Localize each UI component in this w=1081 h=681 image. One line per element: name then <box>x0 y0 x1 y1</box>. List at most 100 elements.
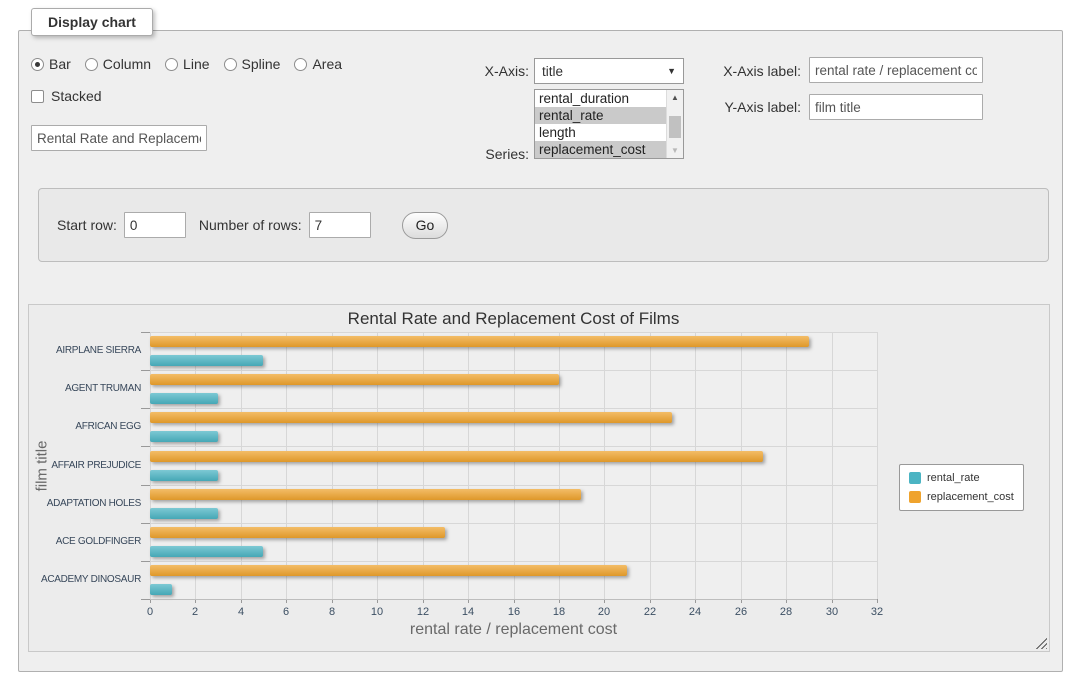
gridline-horizontal <box>150 523 877 524</box>
chart-container: Rental Rate and Replacement Cost of Film… <box>28 304 1050 652</box>
gridline-vertical <box>332 332 333 599</box>
x-tick-label: 28 <box>771 606 801 618</box>
gridline-vertical <box>604 332 605 599</box>
chart-title-input[interactable] <box>31 125 207 151</box>
page: Display chart Bar Column Line Spline Area St… <box>0 0 1081 681</box>
scrollbar-thumb[interactable] <box>669 116 681 138</box>
stacked-checkbox[interactable] <box>31 90 44 103</box>
y-tick <box>141 561 150 562</box>
gridline-vertical <box>423 332 424 599</box>
radio-icon[interactable] <box>224 58 237 71</box>
gridline-horizontal <box>150 370 877 371</box>
x-tick-label: 20 <box>589 606 619 618</box>
stacked-checkbox-row[interactable]: Stacked <box>31 88 102 104</box>
y-axis-label-input[interactable] <box>809 94 983 120</box>
bar-rental_rate <box>150 355 263 366</box>
y-tick <box>141 408 150 409</box>
bar-rental_rate <box>150 393 218 404</box>
bar-rental_rate <box>150 584 172 595</box>
num-rows-label: Number of rows: <box>199 217 302 233</box>
radio-icon[interactable] <box>294 58 307 71</box>
series-label: Series: <box>419 146 529 162</box>
y-tick <box>141 370 150 371</box>
bar-rental_rate <box>150 546 263 557</box>
start-row-label: Start row: <box>57 217 117 233</box>
y-tick <box>141 599 150 600</box>
series-option-rental_rate[interactable]: rental_rate <box>535 107 666 124</box>
bar-replacement_cost <box>150 374 559 385</box>
x-tick-label: 10 <box>362 606 392 618</box>
gridline-vertical <box>468 332 469 599</box>
series-options: rental_durationrental_ratelengthreplacem… <box>535 90 666 158</box>
y-tick <box>141 332 150 333</box>
bar-replacement_cost <box>150 412 672 423</box>
display-chart-panel: Display chart BarColumnLineSplineArea St… <box>18 30 1063 672</box>
gridline-horizontal <box>150 561 877 562</box>
x-tick-label: 16 <box>499 606 529 618</box>
gridline-vertical <box>832 332 833 599</box>
radio-icon[interactable] <box>85 58 98 71</box>
series-option-length[interactable]: length <box>535 124 666 141</box>
bar-rental_rate <box>150 508 218 519</box>
gridline-vertical <box>559 332 560 599</box>
gridline-vertical <box>377 332 378 599</box>
x-tick-label: 18 <box>544 606 574 618</box>
bar-replacement_cost <box>150 527 445 538</box>
chart-type-line[interactable]: Line <box>165 56 209 72</box>
radio-icon[interactable] <box>165 58 178 71</box>
chart-type-spline[interactable]: Spline <box>224 56 281 72</box>
x-tick-label: 12 <box>408 606 438 618</box>
chart-type-label: Column <box>103 56 151 72</box>
x-tick-label: 0 <box>135 606 165 618</box>
resize-handle-icon[interactable] <box>1035 637 1047 649</box>
chart-type-label: Line <box>183 56 209 72</box>
x-axis-selected-value: title <box>542 64 563 79</box>
x-tick-label: 24 <box>680 606 710 618</box>
chart-type-column[interactable]: Column <box>85 56 151 72</box>
scroll-down-icon[interactable]: ▼ <box>667 143 683 158</box>
x-axis-label: X-Axis: <box>419 63 529 79</box>
panel-legend: Display chart <box>31 8 153 36</box>
x-tick-label: 30 <box>817 606 847 618</box>
x-axis-select[interactable]: title ▼ <box>534 58 684 84</box>
y-axis-title: film title <box>34 441 51 492</box>
legend-item-replacement_cost[interactable]: replacement_cost <box>909 491 1014 503</box>
series-option-rental_duration[interactable]: rental_duration <box>535 90 666 107</box>
y-tick <box>141 523 150 524</box>
chart-title: Rental Rate and Replacement Cost of Film… <box>150 309 877 329</box>
x-tick-label: 8 <box>317 606 347 618</box>
series-option-replacement_cost[interactable]: replacement_cost <box>535 141 666 158</box>
legend-item-rental_rate[interactable]: rental_rate <box>909 472 1014 484</box>
chart-type-label: Spline <box>242 56 281 72</box>
gridline-vertical <box>695 332 696 599</box>
gridline-horizontal <box>150 332 877 333</box>
x-tick-label: 14 <box>453 606 483 618</box>
x-axis-line <box>150 599 877 600</box>
chart-type-area[interactable]: Area <box>294 56 342 72</box>
gridline-vertical <box>741 332 742 599</box>
start-row-input[interactable] <box>124 212 186 238</box>
x-tick-label: 22 <box>635 606 665 618</box>
go-button[interactable]: Go <box>402 212 449 239</box>
gridline-vertical <box>195 332 196 599</box>
category-label: ADAPTATION HOLES <box>36 498 141 509</box>
num-rows-input[interactable] <box>309 212 371 238</box>
category-label: AGENT TRUMAN <box>36 383 141 394</box>
bar-replacement_cost <box>150 489 581 500</box>
category-label: AIRPLANE SIERRA <box>36 345 141 356</box>
y-axis-label-field-label: Y-Axis label: <box>679 99 801 115</box>
x-axis-label-input[interactable] <box>809 57 983 83</box>
legend-label: rental_rate <box>927 472 980 484</box>
x-tick-label: 4 <box>226 606 256 618</box>
chart-type-bar[interactable]: Bar <box>31 56 71 72</box>
series-multiselect[interactable]: rental_durationrental_ratelengthreplacem… <box>534 89 684 159</box>
legend-swatch-icon <box>909 472 921 484</box>
gridline-vertical <box>650 332 651 599</box>
chevron-down-icon: ▼ <box>667 66 676 76</box>
y-tick <box>141 485 150 486</box>
category-label: AFFAIR PREJUDICE <box>36 460 141 471</box>
radio-icon[interactable] <box>31 58 44 71</box>
x-tick-label: 26 <box>726 606 756 618</box>
gridline-vertical <box>877 332 878 599</box>
chart-type-label: Bar <box>49 56 71 72</box>
